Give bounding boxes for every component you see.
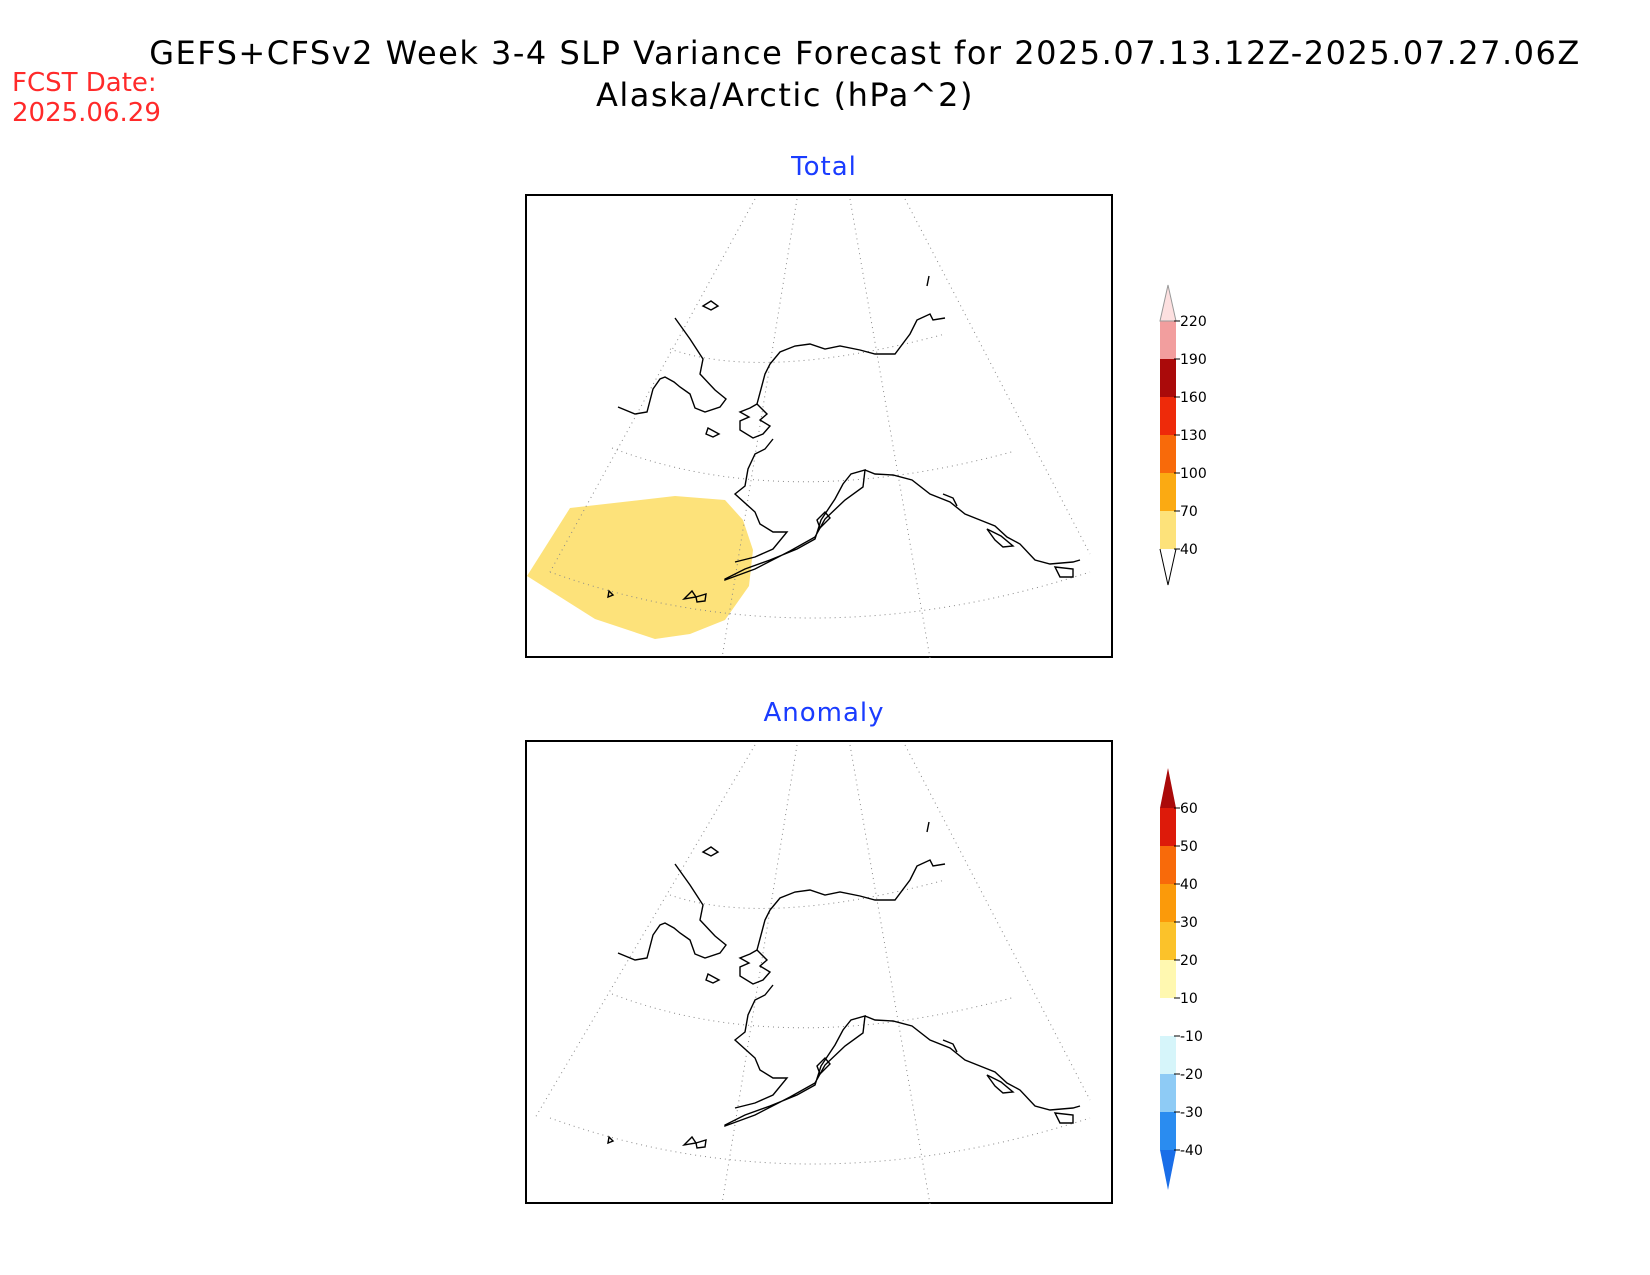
forecast-date-value: 2025.06.29 [12, 98, 161, 128]
colorbar-tick-label: 70 [1180, 504, 1198, 520]
anomaly-panel-title: Anomaly [763, 698, 885, 728]
colorbar-top-arrow [1159, 284, 1177, 322]
colorbar-box [1160, 511, 1176, 549]
colorbar-top-arrow [1160, 768, 1176, 808]
colorbar-box [1160, 1112, 1176, 1150]
chart-subtitle: Alaska/Arctic (hPa^2) [596, 76, 974, 114]
colorbar-box [1160, 435, 1176, 473]
colorbar-tick-label: 30 [1180, 915, 1198, 931]
colorbar-tick-label: 10 [1180, 991, 1198, 1007]
colorbar-tick-label: -10 [1180, 1029, 1203, 1045]
forecast-date-label: FCST Date: [12, 68, 157, 98]
total-map [527, 198, 1091, 658]
colorbar-box [1160, 960, 1176, 998]
colorbar-tick-label: -20 [1180, 1067, 1203, 1083]
colorbar-bottom-arrow [1160, 1150, 1176, 1190]
variance-40-70-region [527, 496, 753, 639]
colorbar-tick-label: 50 [1180, 839, 1198, 855]
lat-lon-grid [534, 744, 1091, 1204]
colorbar-tick-label: 100 [1180, 466, 1207, 482]
lat-lon-grid [549, 198, 1091, 658]
anomaly-map [534, 744, 1091, 1204]
anomaly-map-panel [525, 740, 1113, 1204]
total-map-panel [525, 194, 1113, 658]
colorbar-tick-label: -30 [1180, 1105, 1203, 1121]
colorbar-tick-label: 130 [1180, 428, 1207, 444]
colorbar-box [1160, 473, 1176, 511]
colorbar-tick-label: 220 [1180, 314, 1207, 330]
total-colorbar: 40 70 100 130 160 190 220 [1159, 284, 1207, 586]
chart-title: GEFS+CFSv2 Week 3-4 SLP Variance Forecas… [149, 34, 1581, 72]
colorbar-box [1160, 321, 1176, 359]
colorbar-tick-label: 40 [1180, 877, 1198, 893]
colorbar-box [1160, 998, 1176, 1036]
colorbar-box [1160, 397, 1176, 435]
colorbar-tick-label: 160 [1180, 390, 1207, 406]
anomaly-colorbar: -40 -30 -20 -10 10 20 30 40 50 60 [1160, 768, 1203, 1190]
coastline [607, 821, 1081, 1149]
colorbar-box [1160, 846, 1176, 884]
colorbar-box [1160, 808, 1176, 846]
colorbar-tick-label: 60 [1180, 801, 1198, 817]
colorbar-box [1160, 1074, 1176, 1112]
colorbar-tick-label: 40 [1180, 542, 1198, 558]
coastline [607, 275, 1081, 603]
colorbar-box [1160, 359, 1176, 397]
colorbar-box [1160, 922, 1176, 960]
colorbar-tick-label: -40 [1180, 1143, 1203, 1159]
colorbar-tick-label: 20 [1180, 953, 1198, 969]
colorbar-box [1160, 1036, 1176, 1074]
colorbar-tick-label: 190 [1180, 352, 1207, 368]
colorbar-box [1160, 884, 1176, 922]
colorbar-bottom-arrow [1159, 548, 1177, 586]
total-panel-title: Total [791, 152, 857, 182]
